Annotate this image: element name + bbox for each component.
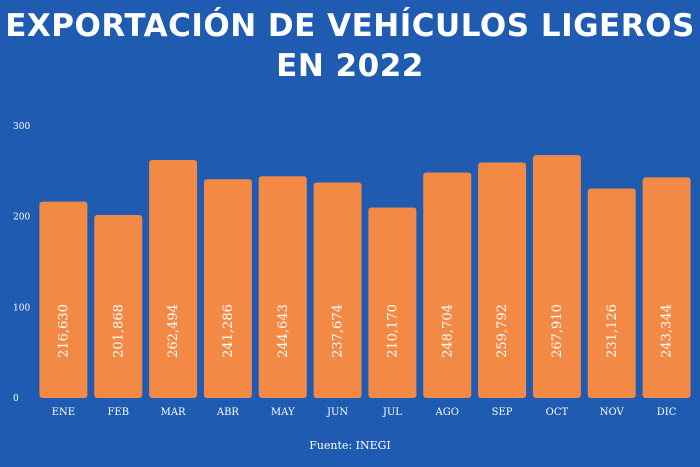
bar [423, 172, 472, 398]
bar-value-label: 248,704 [440, 304, 455, 358]
x-tick-label: NOV [600, 407, 625, 418]
title-line-2: EN 2022 [276, 48, 424, 84]
bar-value-label: 267,910 [550, 304, 565, 358]
chart-title: EXPORTACIÓN DE VEHÍCULOS LIGEROS EN 2022 [0, 6, 700, 86]
title-line-1: EXPORTACIÓN DE VEHÍCULOS LIGEROS [5, 8, 695, 44]
x-tick-label: ABR [216, 407, 240, 418]
x-tick-label: MAR [161, 407, 186, 418]
bar [642, 177, 691, 398]
x-tick-label: OCT [546, 407, 569, 418]
bar [587, 188, 636, 398]
x-tick-label: FEB [107, 407, 129, 418]
bar-value-label: 210,170 [385, 304, 400, 358]
bar-value-label: 262,494 [166, 304, 181, 358]
bar [368, 207, 417, 398]
bar [203, 179, 252, 398]
x-tick-label: SEP [492, 407, 513, 418]
y-tick-label: 0 [13, 394, 19, 404]
source-note: Fuente: INEGI [309, 439, 391, 452]
bar-value-label: 201,868 [111, 304, 126, 358]
x-tick-label: MAY [271, 407, 295, 418]
bar-value-label: 216,630 [56, 304, 71, 358]
y-tick-label: 200 [13, 213, 30, 223]
y-tick-label: 300 [13, 122, 30, 132]
bar [39, 201, 88, 398]
x-tick-label: DIC [657, 407, 677, 418]
bar [94, 214, 143, 398]
bar [258, 176, 307, 398]
bar [313, 182, 362, 398]
bar [149, 160, 198, 398]
bar-value-label: 241,286 [221, 304, 236, 358]
x-tick-label: JUL [382, 407, 402, 418]
bar-value-label: 243,344 [660, 304, 675, 358]
bar [532, 155, 581, 398]
y-tick-label: 100 [13, 303, 30, 313]
bar-value-label: 244,643 [276, 304, 291, 358]
bar-value-label: 237,674 [331, 304, 346, 358]
bar-value-label: 259,792 [495, 304, 510, 358]
x-tick-label: ENE [52, 407, 75, 418]
x-tick-label: JUN [326, 407, 348, 418]
bar-value-label: 231,126 [605, 304, 620, 358]
bar [478, 162, 527, 398]
x-tick-label: AGO [435, 407, 459, 418]
